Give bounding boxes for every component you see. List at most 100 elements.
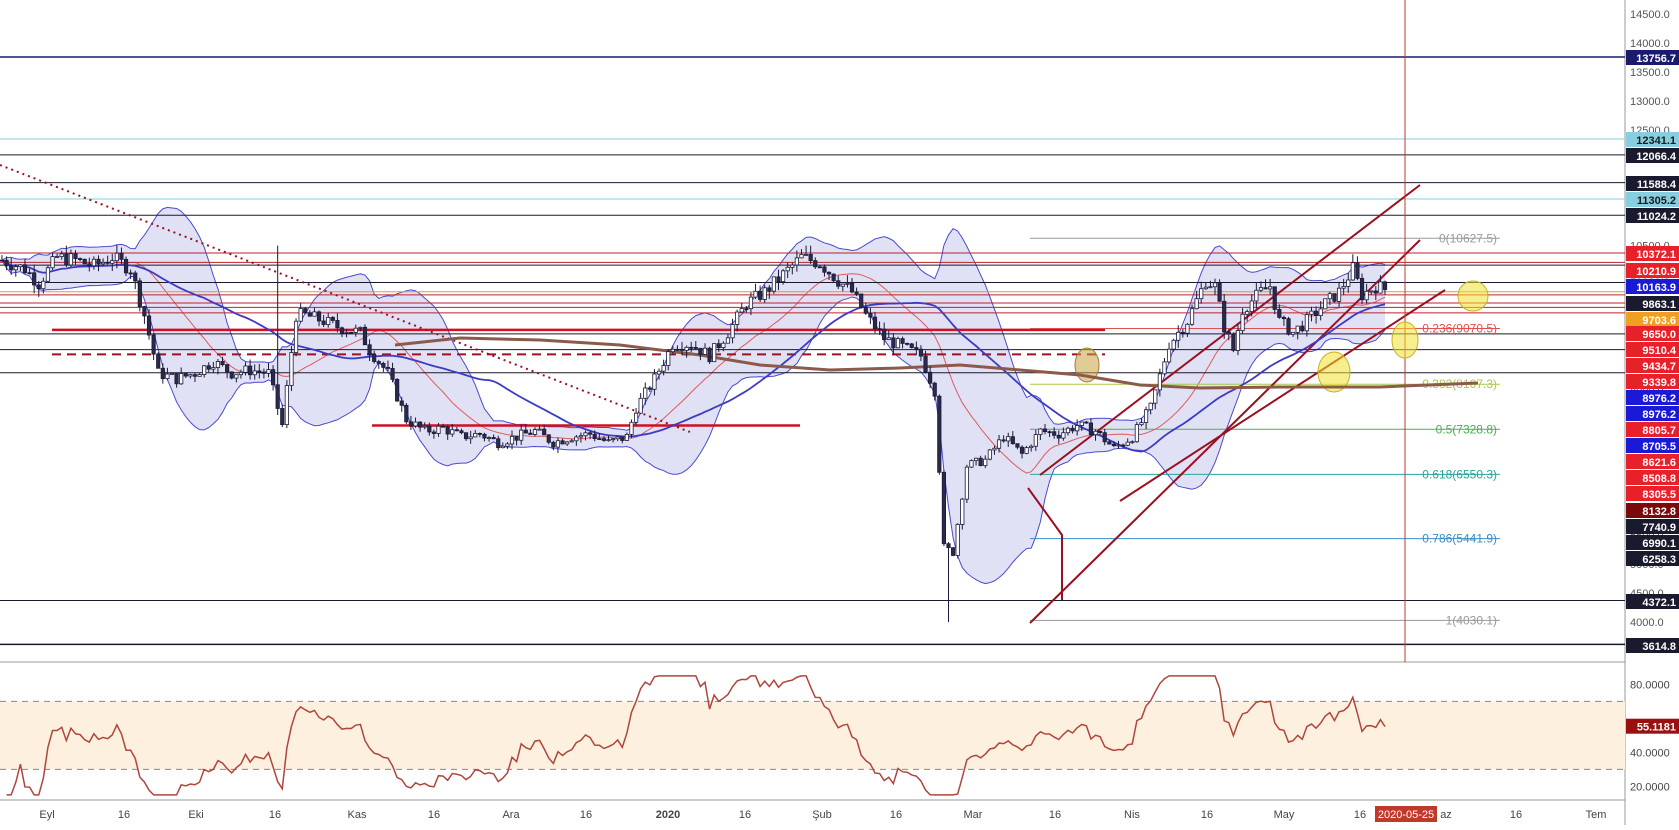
candle-body <box>367 344 372 355</box>
candle-body <box>477 432 482 435</box>
candle-body <box>468 436 473 440</box>
candle-body <box>27 272 32 275</box>
time-label-16: May <box>1274 809 1295 821</box>
candle-body <box>565 441 570 445</box>
candle-body <box>588 432 593 435</box>
candle-body <box>1102 432 1107 443</box>
candle-body <box>1084 421 1089 424</box>
candle-body <box>716 343 721 348</box>
candle-body <box>78 258 83 261</box>
candle-body <box>197 374 202 377</box>
candle-body <box>914 347 919 350</box>
level-badge <box>1626 406 1679 421</box>
level-badge-label: 9510.4 <box>1642 345 1677 357</box>
candle-body <box>523 429 528 434</box>
candle-body <box>748 296 754 310</box>
candle-body <box>826 271 832 275</box>
candle-body <box>569 440 574 443</box>
candle-body <box>964 466 969 500</box>
candle-body <box>303 308 308 314</box>
candle-body <box>1162 361 1167 375</box>
candle-body <box>220 361 225 366</box>
candle-body <box>1369 290 1374 293</box>
time-label-12: Mar <box>964 809 983 821</box>
candle-body <box>1304 314 1309 332</box>
candle-body <box>9 265 14 271</box>
candle-body <box>661 365 666 372</box>
level-badge <box>1626 279 1679 294</box>
level-badge <box>1626 638 1679 653</box>
candle-body <box>918 348 924 357</box>
level-badge-label: 8132.8 <box>1642 506 1676 518</box>
price-tick-13500: 13500.0 <box>1630 67 1670 79</box>
candle-body <box>36 284 41 290</box>
level-badge <box>1626 519 1679 534</box>
candle-body <box>1203 286 1208 290</box>
candle-body <box>909 343 914 348</box>
candle-body <box>418 421 423 428</box>
candle-body <box>353 327 358 333</box>
candle-body <box>275 384 280 409</box>
candle-body <box>293 320 299 353</box>
candle-body <box>119 252 124 260</box>
candle-body <box>519 429 524 441</box>
candle-body <box>73 253 78 260</box>
candle-body <box>928 371 933 384</box>
candle-body <box>1079 421 1084 426</box>
candle-body <box>206 365 211 370</box>
candle-body <box>1166 348 1172 363</box>
level-badge <box>1626 454 1679 469</box>
candle-body <box>1212 282 1218 288</box>
candle-body <box>4 259 9 267</box>
level-badge <box>1626 342 1679 357</box>
level-badge-label: 6258.3 <box>1642 554 1676 566</box>
candle-body <box>771 276 776 292</box>
candle-body <box>188 374 193 377</box>
candle-body <box>137 280 142 307</box>
candle-body <box>528 432 533 435</box>
candle-body <box>684 346 689 351</box>
level-badge-label: 10372.1 <box>1636 249 1676 261</box>
candle-body <box>923 355 928 373</box>
candle-body <box>1111 443 1117 447</box>
candle-body <box>1364 290 1369 301</box>
fib-label-0.5: 0.5(7328.8) <box>1436 422 1497 436</box>
candle-body <box>509 436 515 445</box>
candle-body <box>0 259 5 262</box>
candle-body <box>1125 441 1130 446</box>
candle-body <box>59 253 64 257</box>
level-badge <box>1626 535 1679 550</box>
candle-body <box>675 348 680 351</box>
time-label-11: 16 <box>890 809 902 821</box>
candle-body <box>1143 409 1149 423</box>
candle-body <box>1295 325 1300 333</box>
candle-body <box>266 369 271 374</box>
candle-body <box>895 338 901 349</box>
candle-body <box>105 261 110 264</box>
candle-body <box>863 307 868 314</box>
candle-body <box>225 364 230 373</box>
level-badge-label: 9339.8 <box>1642 377 1676 389</box>
candle-body <box>252 370 257 376</box>
candle-body <box>781 270 786 283</box>
candle-body <box>1093 430 1098 436</box>
candle-body <box>799 254 804 259</box>
time-label-5: 16 <box>428 809 440 821</box>
candle-body <box>395 379 400 402</box>
candle-body <box>1313 310 1319 317</box>
candle-body <box>1235 330 1241 351</box>
candle-body <box>1341 285 1346 289</box>
time-label-15: 16 <box>1201 809 1213 821</box>
candle-body <box>1107 441 1112 445</box>
level-badge-label: 11024.2 <box>1637 211 1676 223</box>
candle-body <box>937 395 942 473</box>
candle-body <box>1042 428 1048 433</box>
level-badge-label: 9703.6 <box>1642 315 1676 327</box>
candle-body <box>1199 288 1204 300</box>
candle-body <box>560 440 565 445</box>
highlight-ellipse-3 <box>1391 321 1419 359</box>
candle-body <box>450 429 455 435</box>
